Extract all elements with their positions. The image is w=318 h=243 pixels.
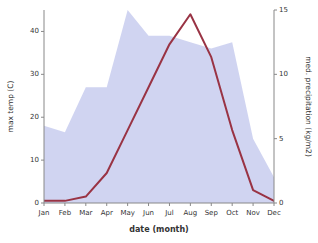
y-tick-label: 40 (30, 27, 39, 35)
x-tick (190, 203, 191, 206)
x-tick-label: Mar (79, 209, 92, 217)
x-tick-label: May (120, 209, 134, 217)
y2-tick (274, 10, 277, 11)
y2-tick-label: 5 (279, 135, 283, 143)
x-tick (106, 203, 107, 206)
y-tick-label: 0 (35, 199, 39, 207)
x-tick-label: Jan (38, 209, 50, 217)
x-tick-label: Sep (205, 209, 219, 217)
temperature-line (44, 14, 274, 201)
y-tick-label: 20 (30, 113, 39, 121)
x-tick (44, 203, 45, 206)
x-tick-label: Oct (226, 209, 238, 217)
precipitation-area (44, 10, 274, 203)
y2-tick (274, 138, 277, 139)
x-axis-label: date (month) (129, 225, 189, 234)
y-tick (41, 31, 44, 32)
y-axis-line (44, 10, 45, 203)
y2-tick-label: 15 (279, 6, 288, 14)
x-tick (253, 203, 254, 206)
y-axis-label: max temp (C) (6, 81, 15, 133)
x-tick (169, 203, 170, 206)
y-tick (41, 74, 44, 75)
chart: 0 10 20 30 40 0 5 10 15 Jan Feb Mar Apr May Jun Jul Aug S… (0, 0, 318, 243)
y-tick-label: 10 (30, 156, 39, 164)
y2-tick-label: 10 (279, 70, 288, 78)
x-tick-label: Nov (246, 209, 260, 217)
x-tick-label: Feb (59, 209, 72, 217)
x-tick (274, 203, 275, 206)
x-tick (211, 203, 212, 206)
x-tick-label: Dec (267, 209, 281, 217)
y2-axis-label: med. precipitation (kg/m2) (304, 56, 313, 157)
x-tick (148, 203, 149, 206)
x-tick-label: Jul (164, 209, 174, 217)
x-tick (85, 203, 86, 206)
y2-tick-label: 0 (279, 199, 283, 207)
x-tick (64, 203, 65, 206)
y-tick-label: 30 (30, 70, 39, 78)
x-tick (127, 203, 128, 206)
y-tick (41, 117, 44, 118)
y2-tick (274, 74, 277, 75)
x-axis-line (44, 203, 274, 204)
x-tick-label: Jun (142, 209, 154, 217)
x-tick-label: Apr (101, 209, 113, 217)
y-tick (41, 160, 44, 161)
plot-area (44, 10, 274, 203)
x-tick-label: Aug (184, 209, 198, 217)
y2-axis-line (274, 10, 275, 203)
x-tick (232, 203, 233, 206)
